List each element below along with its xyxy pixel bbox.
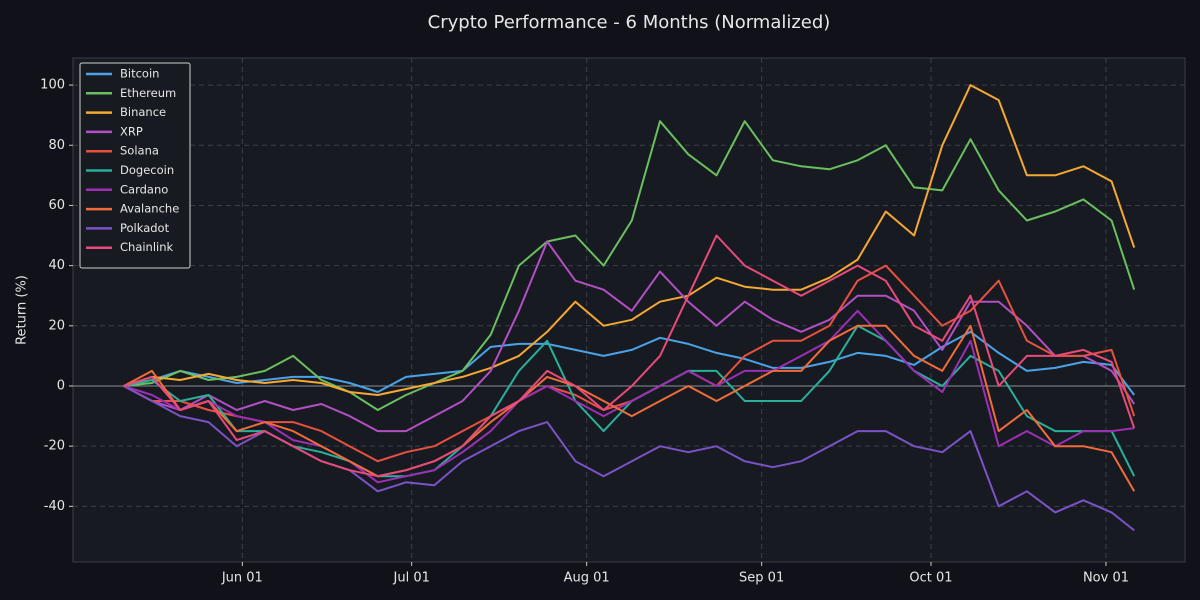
y-tick-label: -40 bbox=[44, 499, 65, 514]
series-line bbox=[123, 120, 1136, 411]
legend-label: Chainlink bbox=[120, 240, 174, 254]
y-tick-label: 20 bbox=[48, 318, 65, 333]
series-line bbox=[123, 240, 1136, 433]
y-axis-label: Return (%) bbox=[15, 275, 30, 345]
legend-box bbox=[79, 62, 191, 269]
x-tick-label: Jul 01 bbox=[393, 571, 430, 586]
x-tick-label: Jun 01 bbox=[221, 571, 263, 586]
legend-label: Avalanche bbox=[120, 202, 179, 216]
legend-label: Polkadot bbox=[120, 221, 170, 235]
legend-label: Cardano bbox=[120, 182, 168, 196]
y-tick-label: 0 bbox=[57, 378, 65, 393]
series-line bbox=[123, 84, 1136, 396]
y-tick-label: 60 bbox=[48, 198, 65, 213]
legend-label: XRP bbox=[120, 124, 143, 138]
series-line bbox=[123, 309, 1135, 484]
y-tick-label: 40 bbox=[48, 258, 65, 273]
y-tick-label: 80 bbox=[48, 138, 65, 153]
legend-label: Solana bbox=[120, 144, 159, 158]
legend-label: Ethereum bbox=[120, 86, 176, 100]
legend-label: Bitcoin bbox=[120, 67, 159, 81]
series-line bbox=[123, 234, 1136, 478]
series-line bbox=[123, 324, 1136, 492]
x-tick-label: Oct 01 bbox=[909, 571, 952, 586]
series-line bbox=[123, 330, 1135, 396]
y-tick-label: -20 bbox=[44, 439, 65, 454]
x-tick-label: Sep 01 bbox=[739, 571, 784, 586]
x-tick-label: Aug 01 bbox=[564, 571, 610, 586]
chart-title: Crypto Performance - 6 Months (Normalize… bbox=[428, 12, 831, 33]
plot-area bbox=[72, 57, 1186, 563]
legend-label: Dogecoin bbox=[120, 163, 174, 177]
legend-label: Binance bbox=[120, 105, 166, 119]
x-tick-label: Nov 01 bbox=[1083, 571, 1129, 586]
y-tick-label: 100 bbox=[40, 78, 65, 93]
